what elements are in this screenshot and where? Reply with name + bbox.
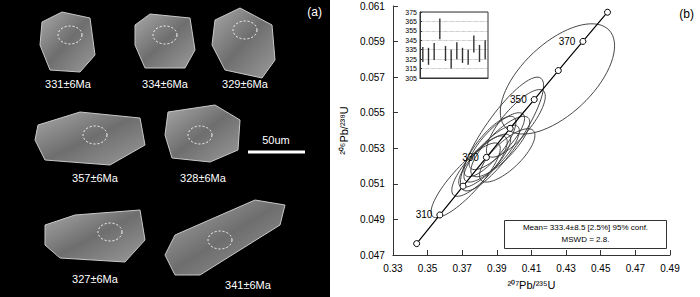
svg-text:375: 375: [405, 9, 417, 16]
svg-text:341±6Ma: 341±6Ma: [225, 279, 272, 291]
svg-text:0.37: 0.37: [452, 263, 472, 274]
svg-text:(b): (b): [679, 7, 694, 21]
svg-text:328±6Ma: 328±6Ma: [180, 172, 227, 184]
svg-text:305: 305: [405, 75, 417, 82]
svg-text:0.49: 0.49: [660, 263, 680, 274]
svg-text:0.053: 0.053: [360, 143, 385, 154]
svg-text:0.39: 0.39: [487, 263, 507, 274]
svg-text:0.41: 0.41: [522, 263, 542, 274]
svg-text:355: 355: [405, 27, 417, 34]
svg-text:315: 315: [405, 65, 417, 72]
svg-text:330: 330: [462, 152, 479, 163]
svg-text:50um: 50um: [262, 134, 290, 146]
svg-text:(a): (a): [307, 5, 322, 19]
svg-text:0.45: 0.45: [591, 263, 611, 274]
svg-text:0.061: 0.061: [360, 1, 385, 12]
svg-text:0.47: 0.47: [626, 263, 646, 274]
svg-text:365: 365: [405, 18, 417, 25]
svg-text:335: 335: [405, 46, 417, 53]
svg-text:334±6Ma: 334±6Ma: [142, 78, 189, 90]
svg-text:329±6Ma: 329±6Ma: [222, 78, 269, 90]
svg-text:0.33: 0.33: [383, 263, 403, 274]
svg-text:0.059: 0.059: [360, 36, 385, 47]
svg-text:Mean= 333.4±8.5 [2.5%] 95% con: Mean= 333.4±8.5 [2.5%] 95% conf.: [523, 223, 648, 232]
svg-text:357±6Ma: 357±6Ma: [72, 172, 119, 184]
svg-text:0.047: 0.047: [360, 250, 385, 261]
svg-text:0.049: 0.049: [360, 214, 385, 225]
svg-text:0.43: 0.43: [556, 263, 576, 274]
svg-text:0.057: 0.057: [360, 72, 385, 83]
svg-text:²⁰⁶Pb/²³⁸U: ²⁰⁶Pb/²³⁸U: [338, 106, 350, 155]
svg-text:0.055: 0.055: [360, 107, 385, 118]
svg-text:²⁰⁷Pb/²³⁵U: ²⁰⁷Pb/²³⁵U: [507, 279, 555, 291]
svg-text:0.051: 0.051: [360, 178, 385, 189]
svg-text:345: 345: [405, 37, 417, 44]
svg-text:331±6Ma: 331±6Ma: [45, 78, 92, 90]
svg-text:0.35: 0.35: [418, 263, 438, 274]
svg-text:327±6Ma: 327±6Ma: [72, 273, 119, 285]
svg-text:350: 350: [510, 94, 527, 105]
svg-text:310: 310: [416, 209, 433, 220]
svg-text:325: 325: [405, 56, 417, 63]
svg-text:MSWD = 2.8.: MSWD = 2.8.: [562, 235, 610, 244]
svg-text:370: 370: [559, 36, 576, 47]
